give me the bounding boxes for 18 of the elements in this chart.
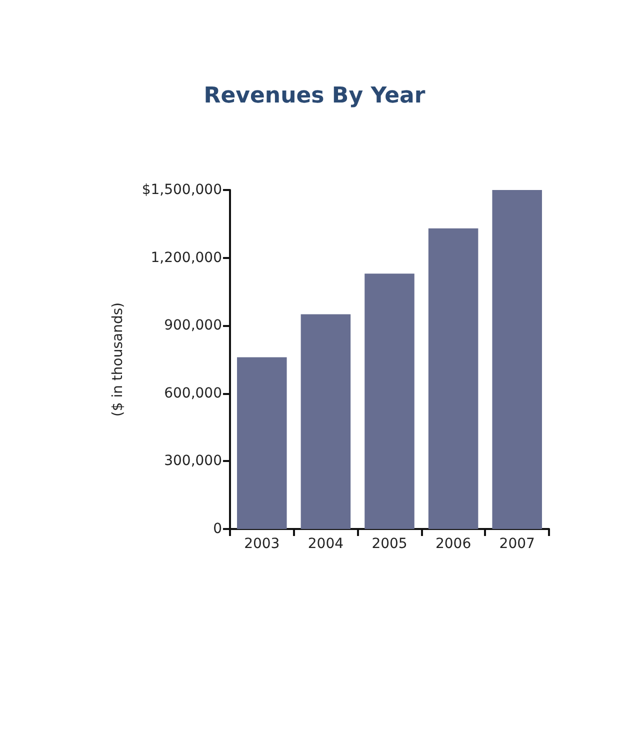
y-tick-label: $1,500,000 — [142, 182, 222, 198]
x-tick-label: 2006 — [435, 536, 472, 552]
bar — [492, 190, 542, 529]
y-tick-label: 600,000 — [164, 385, 222, 402]
bar — [364, 274, 414, 529]
y-tick-label: 900,000 — [164, 318, 222, 334]
x-tick-label: 2007 — [499, 536, 535, 552]
y-axis-title: ($ in thousands) — [110, 302, 126, 417]
x-tick-label: 2004 — [308, 536, 344, 552]
y-tick-label: 0 — [213, 521, 222, 537]
x-tick-label: 2003 — [244, 536, 280, 552]
chart-title: Revenues By Year — [204, 84, 426, 108]
y-tick-label: 300,000 — [164, 453, 222, 470]
bar — [428, 228, 478, 529]
x-tick-label: 2005 — [372, 536, 408, 552]
y-tick-label: 1,200,000 — [150, 250, 222, 266]
bar — [300, 314, 351, 529]
bar — [237, 357, 287, 529]
